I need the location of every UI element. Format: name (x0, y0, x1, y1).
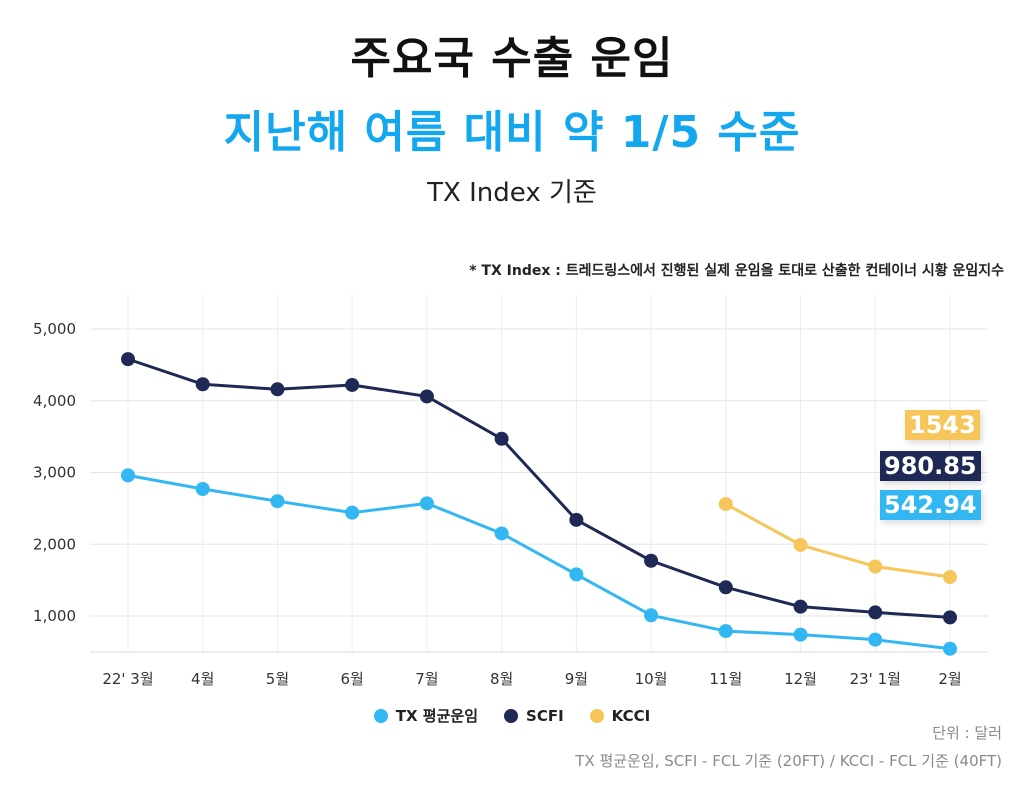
y-tick-label: 5,000 (33, 320, 76, 338)
unit-label: 단위 : 달러 (932, 724, 1002, 742)
x-tick-label: 22' 3월 (102, 670, 153, 688)
x-tick-label: 9월 (565, 670, 588, 688)
legend-label-kcci: KCCI (611, 706, 651, 725)
data-point-series-1 (345, 377, 360, 392)
chart-legend: TX 평균운임 SCFI KCCI (0, 705, 1024, 726)
y-tick-label: 4,000 (33, 392, 76, 410)
scfi-latest-value-badge: 980.85 (880, 451, 981, 481)
data-point-series-1 (270, 382, 285, 397)
series-line-0 (126, 473, 952, 651)
data-point-series-0 (943, 641, 957, 656)
legend-label-scfi: SCFI (526, 706, 564, 725)
chart-title: 주요국 수출 운임 (350, 33, 674, 84)
data-point-series-2 (718, 497, 733, 512)
x-tick-label: 12월 (784, 670, 817, 688)
data-point-series-0 (718, 624, 733, 639)
data-point-series-0 (868, 632, 883, 647)
legend-marker-tx (373, 708, 388, 723)
tx-latest-value-badge: 542.94 (880, 490, 981, 520)
x-tick-label: 5월 (266, 670, 289, 688)
data-point-series-0 (494, 526, 509, 541)
index-definition-note: * TX Index : 트레드링스에서 진행된 실제 운임을 토대로 산출한 … (469, 263, 1004, 279)
data-point-series-1 (718, 580, 733, 595)
x-tick-label: 11월 (709, 670, 742, 688)
x-tick-label: 23' 1월 (850, 670, 901, 688)
data-point-series-0 (793, 627, 808, 642)
data-point-series-2 (943, 570, 957, 585)
legend-marker-kcci (589, 708, 604, 723)
data-point-series-1 (644, 553, 659, 568)
x-tick-label: 2월 (938, 670, 961, 688)
kcci-latest-value-badge: 1543 (905, 410, 980, 440)
data-point-series-1 (943, 610, 957, 625)
basis-footnote: TX 평균운임, SCFI - FCL 기준 (20FT) / KCCI - F… (575, 752, 1002, 770)
line-chart: 1,000 2,000 3,000 4,000 5,000 22' 3월 4월 5월 6월 7월 8… (33, 295, 988, 688)
series-line-2 (724, 502, 952, 579)
x-tick-label: 6월 (341, 670, 364, 688)
x-tick-label: 8월 (490, 670, 513, 688)
y-tick-label: 1,000 (33, 607, 76, 625)
data-point-series-0 (644, 608, 659, 623)
chart-subtitle: 지난해 여름 대비 약 1/5 수준 (223, 107, 801, 158)
data-point-series-1 (121, 352, 135, 367)
series-line-1 (126, 357, 952, 619)
data-point-series-1 (195, 377, 210, 392)
legend-marker-scfi (504, 708, 519, 723)
index-basis-label: TX Index 기준 (427, 178, 597, 208)
x-tick-label: 10월 (635, 670, 668, 688)
data-point-series-2 (793, 537, 808, 552)
legend-item-kcci: KCCI (589, 705, 651, 726)
data-point-series-0 (121, 468, 135, 483)
data-point-series-1 (569, 512, 584, 527)
data-point-series-0 (195, 482, 210, 497)
data-point-series-1 (419, 389, 434, 404)
data-point-series-0 (345, 505, 360, 520)
y-tick-label: 2,000 (33, 535, 76, 553)
x-tick-label: 7월 (415, 670, 438, 688)
legend-item-tx: TX 평균운임 (373, 705, 479, 726)
y-tick-label: 3,000 (33, 464, 76, 482)
legend-item-scfi: SCFI (504, 705, 564, 726)
x-tick-label: 4월 (191, 670, 214, 688)
data-point-series-1 (793, 599, 808, 614)
data-point-series-1 (494, 431, 509, 446)
legend-label-tx: TX 평균운임 (395, 707, 479, 725)
data-point-series-0 (569, 567, 584, 582)
data-point-series-1 (868, 605, 883, 620)
data-point-series-0 (419, 496, 434, 511)
data-point-series-0 (270, 494, 285, 509)
data-point-series-2 (868, 559, 883, 574)
